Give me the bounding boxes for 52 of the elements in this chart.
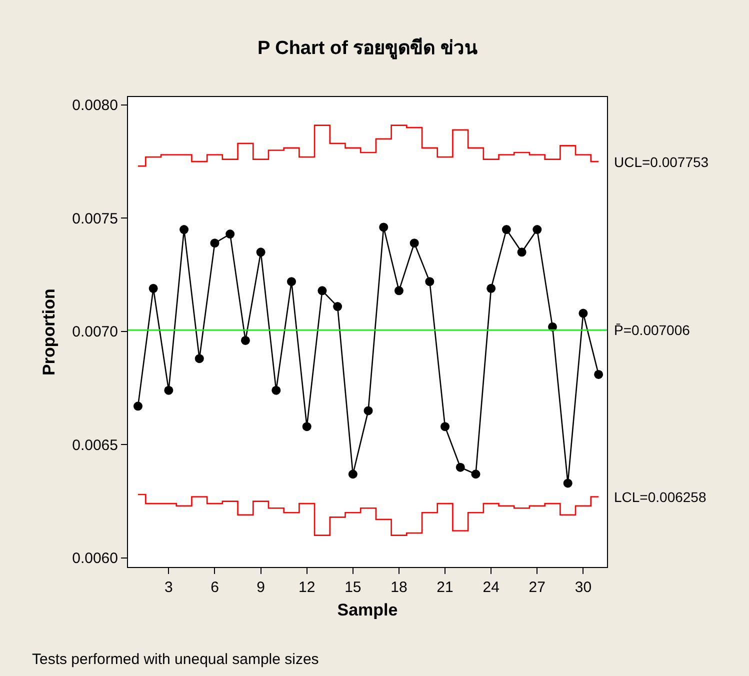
point <box>148 284 158 293</box>
point <box>456 462 465 472</box>
ref-line-label: P̄=0.007006 <box>614 322 690 338</box>
point <box>133 402 142 411</box>
point <box>318 286 327 296</box>
point <box>226 230 235 239</box>
x-tick-label: 6 <box>210 579 219 596</box>
point <box>364 406 373 416</box>
series-label: LCL=0.006258 <box>614 489 706 505</box>
point <box>486 284 496 293</box>
point <box>256 248 266 257</box>
point <box>272 386 281 395</box>
x-tick-label: 15 <box>344 579 362 596</box>
point <box>440 422 450 432</box>
x-tick-label: 3 <box>164 579 173 596</box>
point <box>563 478 572 488</box>
point <box>348 470 358 479</box>
point <box>532 225 542 234</box>
y-tick-label: 0.0080 <box>72 97 118 114</box>
point <box>164 386 174 395</box>
point <box>594 370 604 379</box>
x-tick-label: 21 <box>436 579 454 596</box>
point <box>210 238 220 248</box>
point <box>287 277 296 286</box>
point <box>180 225 189 234</box>
y-tick-label: 0.0075 <box>72 210 118 228</box>
point <box>471 470 480 479</box>
point <box>302 422 312 432</box>
point <box>578 308 588 318</box>
chart-title: P Chart of รอยขูดขีด ข่วน <box>258 36 478 60</box>
point <box>410 238 419 248</box>
x-tick-label: 24 <box>482 579 500 596</box>
point <box>194 354 204 364</box>
point <box>333 302 342 312</box>
x-tick-label: 18 <box>390 579 408 596</box>
x-tick-label: 9 <box>256 579 265 596</box>
x-axis-title: Sample <box>337 600 398 620</box>
text: Tests performed with unequal sample sizes <box>32 651 319 668</box>
point <box>517 248 526 257</box>
point <box>240 336 250 345</box>
point <box>394 286 404 296</box>
y-axis-title: Proportion <box>40 288 59 376</box>
x-tick-label: 12 <box>298 579 316 596</box>
y-tick-label: 0.0070 <box>72 324 118 341</box>
series-label: UCL=0.007753 <box>614 154 709 170</box>
point <box>425 277 434 286</box>
x-tick-label: 30 <box>574 579 592 596</box>
point <box>379 222 388 232</box>
y-tick-label: 0.0065 <box>72 436 118 454</box>
y-tick-label: 0.0060 <box>72 550 118 568</box>
point <box>502 225 511 234</box>
x-tick-label: 27 <box>528 579 546 596</box>
